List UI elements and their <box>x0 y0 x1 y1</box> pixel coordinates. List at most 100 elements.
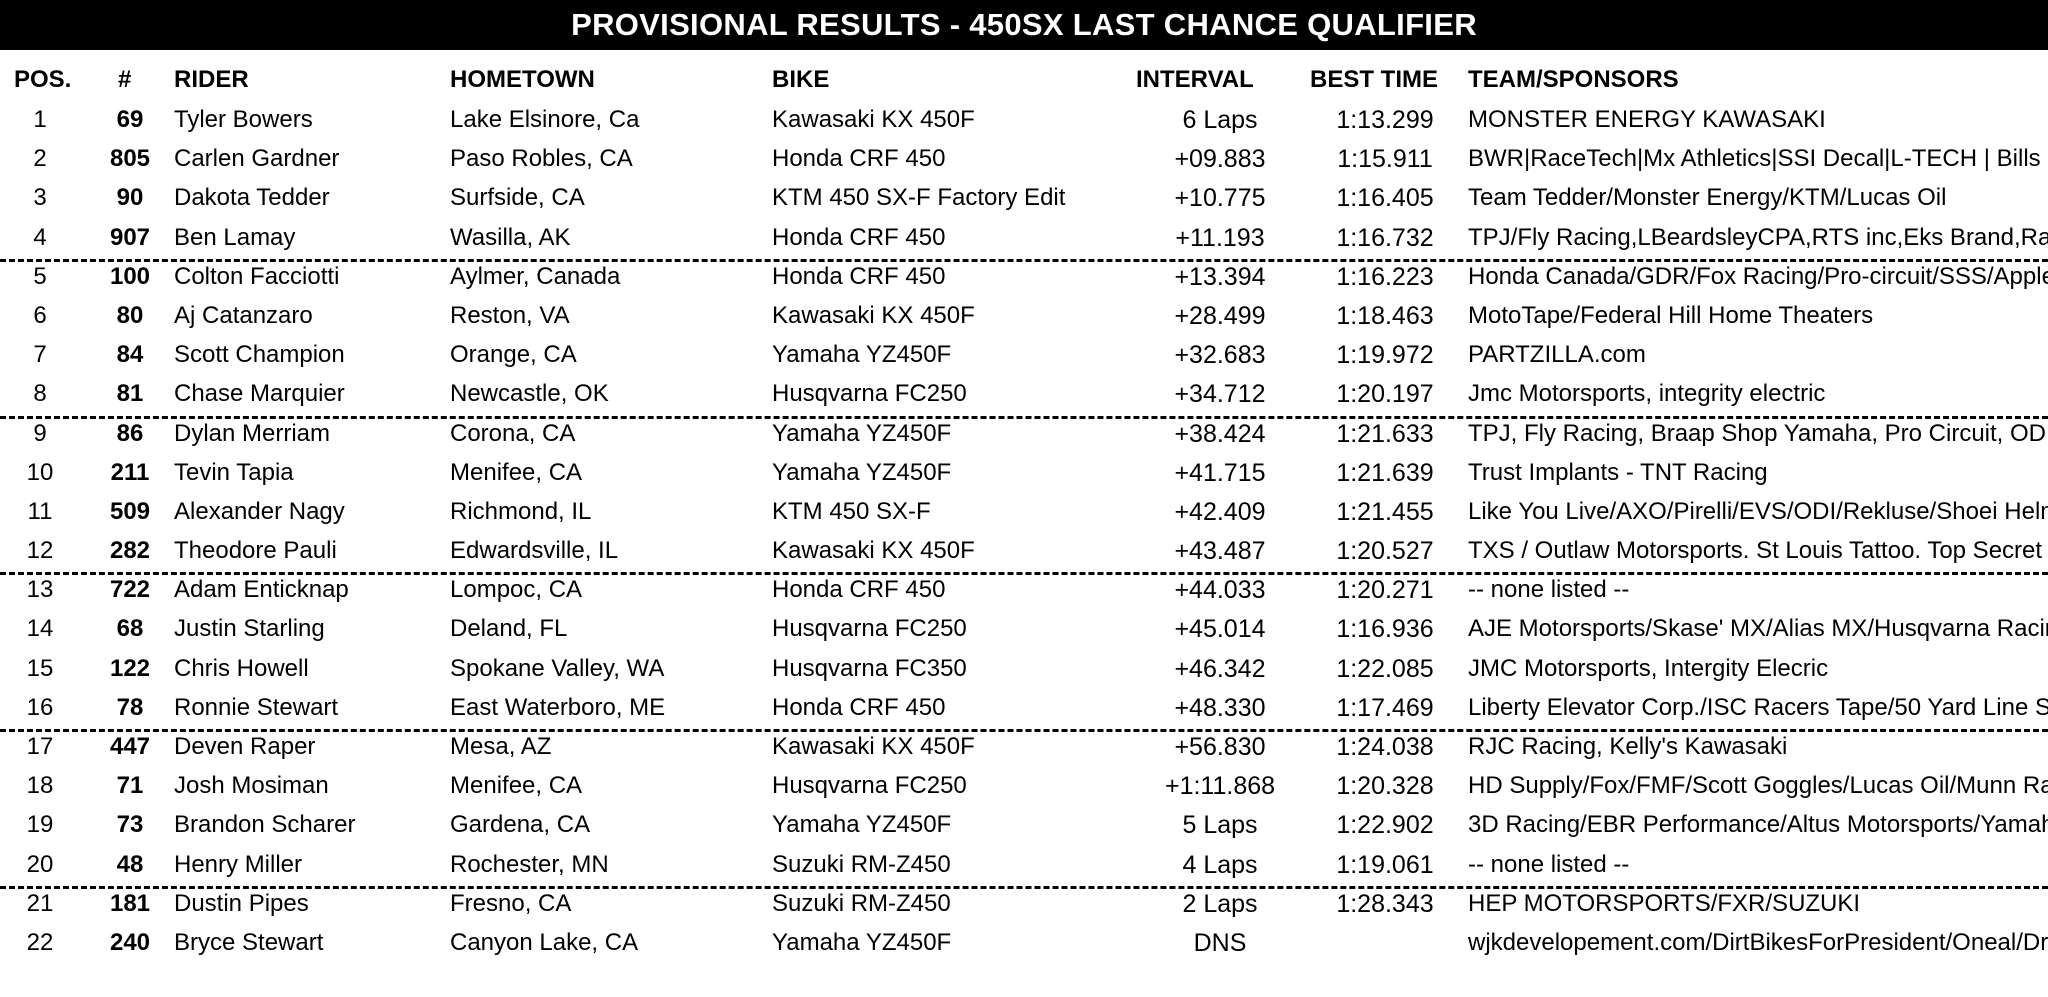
table-row: 9 86 Dylan Merriam Corona, CA Yamaha YZ450F +… <box>0 417 2048 456</box>
hometown-cell: Mesa, AZ <box>450 733 552 760</box>
table-row: 1 69 Tyler Bowers Lake Elsinore, Ca Kawasaki… <box>0 103 2048 142</box>
best-time-cell: 1:19.972 <box>1336 341 1434 370</box>
interval-cell: +32.683 <box>1174 341 1266 370</box>
best-time-cell: 1:20.328 <box>1336 772 1434 801</box>
best-time-cell: 1:20.527 <box>1336 537 1434 566</box>
bike-cell: Honda CRF 450 <box>772 223 946 251</box>
hometown-cell: Corona, CA <box>450 419 576 447</box>
hometown-cell: Wasilla, AK <box>450 223 571 251</box>
bike-cell: Yamaha YZ450F <box>772 928 952 956</box>
bike-cell: Husqvarna FC350 <box>772 654 967 682</box>
team-cell: MotoTape/Federal Hill Home Theaters <box>1468 301 1874 329</box>
header-number: # <box>118 66 132 93</box>
rider-cell: Bryce Stewart <box>174 928 324 956</box>
rider-cell: Dustin Pipes <box>174 889 309 917</box>
rider-cell: Dylan Merriam <box>174 419 331 447</box>
bike-cell: Honda CRF 450 <box>772 693 946 721</box>
number-cell: 81 <box>116 380 144 408</box>
number-cell: 805 <box>109 145 151 173</box>
team-cell: Liberty Elevator Corp./ISC Racers Tape/5… <box>1468 693 2048 721</box>
interval-cell: 6 Laps <box>1182 106 1258 134</box>
pos-cell: 7 <box>33 341 47 369</box>
rider-cell: Chase Marquier <box>174 380 345 408</box>
rider-cell: Aj Catanzaro <box>174 301 313 329</box>
table-row: 15 122 Chris Howell Spokane Valley, WA Husqv… <box>0 652 2048 691</box>
interval-cell: +45.014 <box>1174 615 1266 644</box>
rider-cell: Adam Enticknap <box>174 576 349 604</box>
header-team: TEAM/SPONSORS <box>1468 66 1679 93</box>
table-row: 5 100 Colton Facciotti Aylmer, Canada Honda … <box>0 260 2048 299</box>
number-cell: 122 <box>109 654 151 682</box>
interval-cell: +1:11.868 <box>1164 772 1276 801</box>
rider-cell: Tyler Bowers <box>174 106 313 133</box>
bike-cell: Kawasaki KX 450F <box>772 537 975 565</box>
number-cell: 68 <box>116 615 144 643</box>
pos-cell: 15 <box>26 654 54 682</box>
team-cell: wjkdevelopement.com/DirtBikesForPresiden… <box>1468 928 2048 956</box>
best-time-cell: 1:17.469 <box>1336 693 1434 722</box>
rider-cell: Ben Lamay <box>174 223 296 251</box>
team-cell: TPJ, Fly Racing, Braap Shop Yamaha, Pro … <box>1468 419 2048 447</box>
team-cell: -- none listed -- <box>1468 850 1630 878</box>
rider-cell: Deven Raper <box>174 733 316 760</box>
best-time-cell: 1:21.455 <box>1336 497 1434 526</box>
interval-cell: +41.715 <box>1174 458 1266 487</box>
best-time-cell: 1:21.633 <box>1336 419 1434 448</box>
group-divider <box>0 572 2048 576</box>
hometown-cell: Paso Robles, CA <box>450 145 633 173</box>
team-cell: PARTZILLA.com <box>1468 341 1646 369</box>
number-cell: 240 <box>109 928 151 956</box>
table-row: 4 907 Ben Lamay Wasilla, AK Honda CRF 450 +11… <box>0 221 2048 260</box>
hometown-cell: Fresno, CA <box>450 889 572 917</box>
bike-cell: KTM 450 SX-F <box>772 497 931 525</box>
rider-cell: Theodore Pauli <box>174 537 337 565</box>
team-cell: BWR|RaceTech|Mx Athletics|SSI Decal|L-TE… <box>1468 145 2048 173</box>
number-cell: 907 <box>109 223 151 251</box>
bike-cell: Husqvarna FC250 <box>772 772 967 800</box>
team-cell: 3D Racing/EBR Performance/Altus Motorspo… <box>1468 811 2048 839</box>
header-pos: POS. <box>14 66 72 93</box>
interval-cell: +10.775 <box>1174 184 1266 213</box>
team-cell: JMC Motorsports, Intergity Elecric <box>1468 654 1829 682</box>
table-row: 19 73 Brandon Scharer Gardena, CA Yamaha YZ4… <box>0 808 2048 847</box>
bike-cell: Kawasaki KX 450F <box>772 106 975 133</box>
table-row: 12 282 Theodore Pauli Edwardsville, IL Kawas… <box>0 534 2048 573</box>
header-interval: INTERVAL <box>1136 66 1254 93</box>
number-cell: 100 <box>109 262 151 290</box>
bike-cell: Husqvarna FC250 <box>772 380 967 408</box>
team-cell: -- none listed -- <box>1468 576 1630 604</box>
team-cell: HEP MOTORSPORTS/FXR/SUZUKI <box>1468 889 1861 917</box>
pos-cell: 6 <box>33 301 47 329</box>
bike-cell: Honda CRF 450 <box>772 576 946 604</box>
rider-cell: Carlen Gardner <box>174 145 340 173</box>
interval-cell: +28.499 <box>1174 301 1266 330</box>
interval-cell: DNS <box>1193 928 1247 957</box>
number-cell: 722 <box>109 576 151 604</box>
rider-cell: Justin Starling <box>174 615 325 643</box>
best-time-cell: 1:16.936 <box>1336 615 1434 644</box>
best-time-cell: 1:18.463 <box>1336 301 1434 330</box>
interval-cell: 5 Laps <box>1182 811 1258 840</box>
table-row: 13 722 Adam Enticknap Lompoc, CA Honda CRF 4… <box>0 573 2048 612</box>
number-cell: 78 <box>116 693 144 721</box>
hometown-cell: Rochester, MN <box>450 850 609 878</box>
number-cell: 90 <box>116 184 144 212</box>
team-cell: HD Supply/Fox/FMF/Scott Goggles/Lucas Oi… <box>1468 772 2048 800</box>
rider-cell: Chris Howell <box>174 654 309 682</box>
number-cell: 69 <box>116 106 144 133</box>
best-time-cell: 1:19.061 <box>1336 850 1434 879</box>
pos-cell: 1 <box>33 106 47 133</box>
hometown-cell: Gardena, CA <box>450 811 591 839</box>
number-cell: 84 <box>116 341 144 369</box>
table-row: 2 805 Carlen Gardner Paso Robles, CA Honda C… <box>0 142 2048 181</box>
pos-cell: 4 <box>33 223 47 251</box>
group-divider <box>0 415 2048 419</box>
pos-cell: 16 <box>26 693 54 721</box>
group-divider <box>0 729 2048 733</box>
hometown-cell: Menifee, CA <box>450 458 583 486</box>
interval-cell: +46.342 <box>1174 654 1266 683</box>
pos-cell: 10 <box>26 458 54 486</box>
best-time-cell: 1:16.732 <box>1336 223 1434 252</box>
bike-cell: Yamaha YZ450F <box>772 458 952 486</box>
bike-cell: Kawasaki KX 450F <box>772 301 975 329</box>
